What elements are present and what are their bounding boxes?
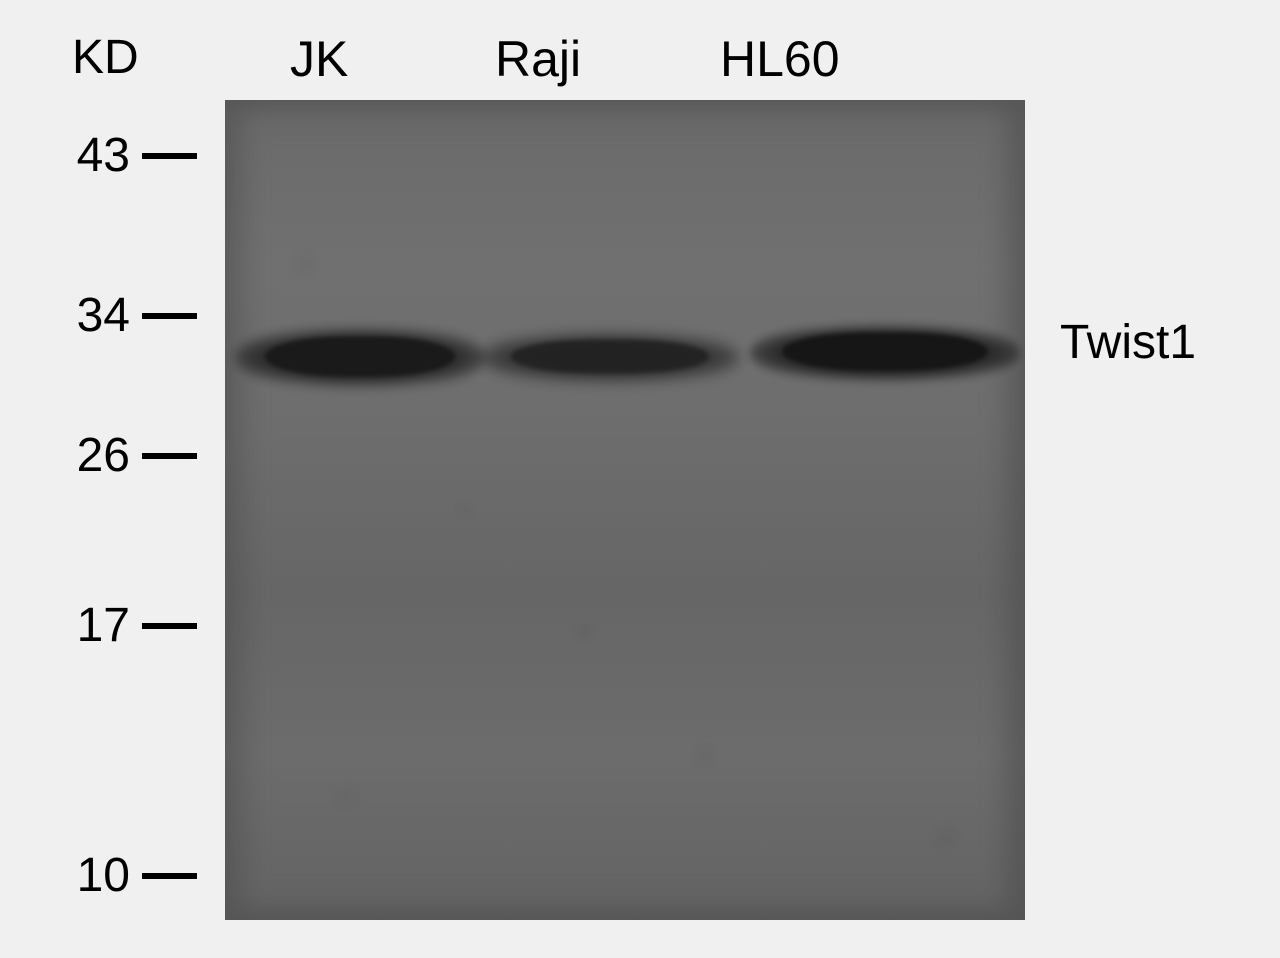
- western-blot-figure: KD 43 34 26 17 10 JK Raji HL60 Twist1: [60, 20, 1220, 940]
- protein-name-label: Twist1: [1060, 315, 1196, 370]
- lane-label-jk: JK: [290, 30, 348, 88]
- blot-noise-texture: [225, 100, 1025, 920]
- mw-tick: [142, 313, 197, 319]
- mw-value: 43: [60, 128, 130, 183]
- band-core: [265, 337, 455, 376]
- mw-marker: 43: [60, 128, 197, 183]
- mw-tick: [142, 453, 197, 459]
- mw-marker: 10: [60, 848, 197, 903]
- kd-unit-label: KD: [72, 30, 139, 85]
- mw-tick: [142, 623, 197, 629]
- blot-membrane: [225, 100, 1025, 920]
- mw-marker: 17: [60, 598, 197, 653]
- mw-tick: [142, 153, 197, 159]
- band-core: [782, 333, 987, 370]
- mw-tick: [142, 873, 197, 879]
- mw-value: 26: [60, 428, 130, 483]
- mw-value: 17: [60, 598, 130, 653]
- mw-value: 34: [60, 288, 130, 343]
- lane-label-raji: Raji: [495, 30, 581, 88]
- mw-marker: 34: [60, 288, 197, 343]
- mw-value: 10: [60, 848, 130, 903]
- band-core: [511, 340, 709, 373]
- lane-label-hl60: HL60: [720, 30, 840, 88]
- mw-marker: 26: [60, 428, 197, 483]
